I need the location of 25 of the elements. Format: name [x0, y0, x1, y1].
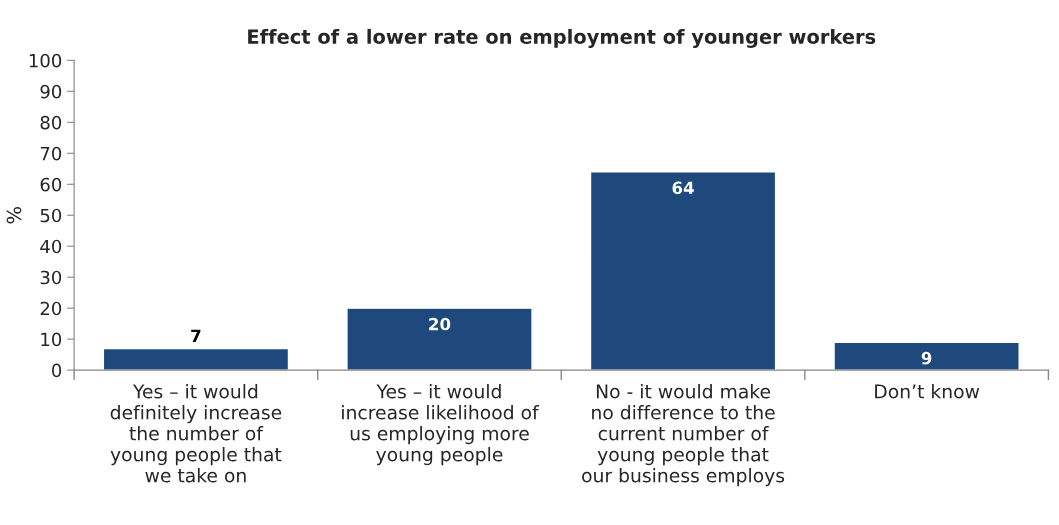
y-tick-label: 20: [40, 301, 62, 316]
y-tick-label: 30: [40, 270, 62, 285]
x-tick-label: Don’t know: [875, 384, 980, 399]
x-tick-label: Yes – it would definitely increase the number of young people that we take on: [110, 384, 282, 483]
chart-title: Effect of a lower rate on employment of younger workers: [248, 28, 876, 48]
x-tick-label: Yes – it would increase likelihood of us employing more young people: [342, 384, 539, 466]
y-tick-label: 90: [40, 84, 62, 99]
bar: [589, 171, 777, 371]
y-tick-label: 0: [52, 363, 62, 378]
y-tick-label: 60: [40, 177, 62, 192]
y-tick-label: 80: [40, 115, 62, 130]
data-label: 64: [672, 181, 694, 195]
y-axis-title: %: [6, 207, 22, 224]
data-label: 9: [921, 351, 932, 365]
bar: [102, 347, 290, 371]
y-tick-label: 70: [40, 146, 62, 161]
y-tick-label: 100: [29, 53, 62, 68]
x-tick-label: No - it would make no difference to the current number of young people that our business employs: [582, 384, 785, 487]
y-tick-label: 40: [40, 239, 62, 254]
data-label: 7: [191, 329, 201, 342]
bar: [346, 307, 533, 371]
data-label: 20: [429, 317, 451, 331]
bar: [833, 341, 1020, 371]
y-tick-label: 10: [41, 332, 62, 347]
y-tick-label: 50: [40, 208, 62, 223]
